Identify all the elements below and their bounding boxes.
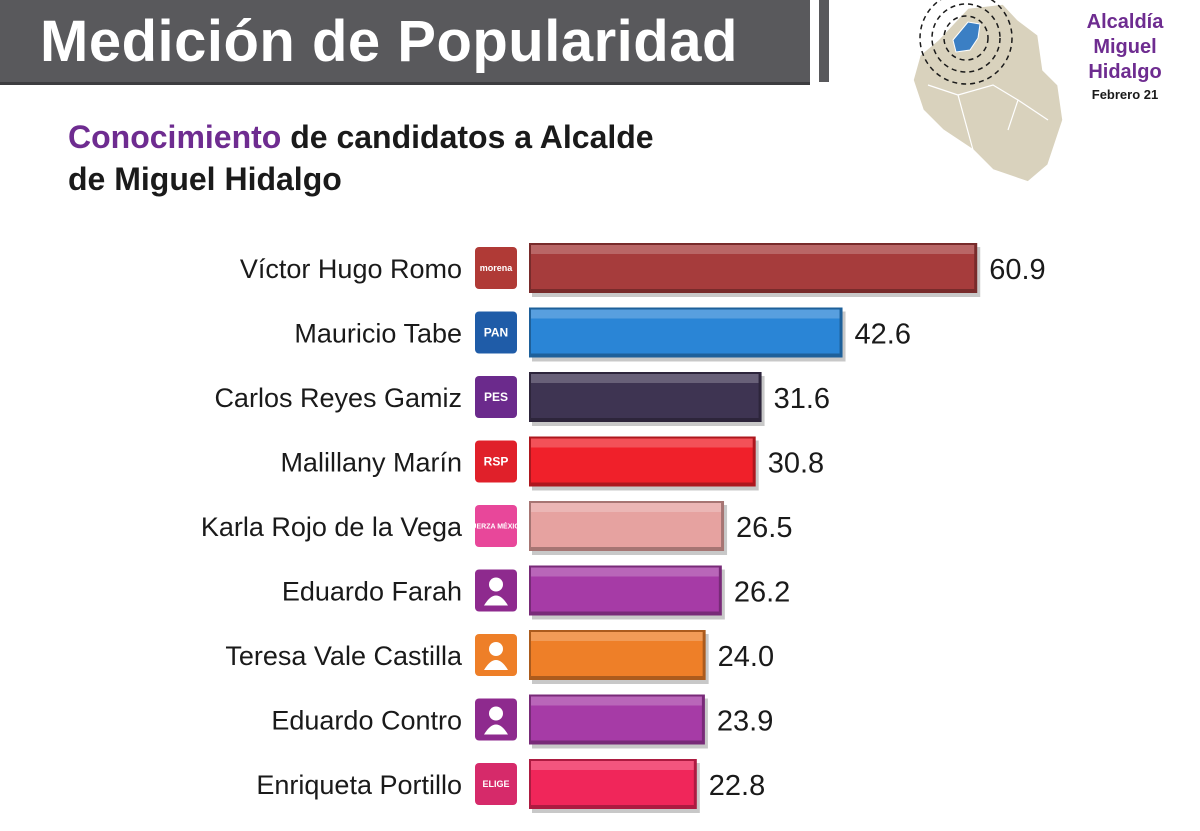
borough-map-icon <box>912 0 1064 183</box>
category-label: Carlos Reyes Gamiz <box>214 383 462 413</box>
value-label: 42.6 <box>855 319 911 351</box>
bar <box>529 307 846 362</box>
region-label: Alcaldía Miguel Hidalgo Febrero 21 <box>1070 10 1180 102</box>
category-label: Enriqueta Portillo <box>256 770 462 800</box>
region-title: Alcaldía Miguel Hidalgo <box>1086 11 1164 83</box>
title-banner: Medición de Popularidad <box>0 0 810 85</box>
category-label: Víctor Hugo Romo <box>240 254 462 284</box>
subtitle-line2: de Miguel Hidalgo <box>68 161 342 197</box>
svg-text:RSP: RSP <box>484 455 509 469</box>
independent-candidate-logo <box>475 569 517 612</box>
value-label: 22.8 <box>709 770 765 802</box>
banner-edge <box>816 0 829 82</box>
morena-pt-pvem-logo: morena <box>475 247 517 289</box>
region-date: Febrero 21 <box>1091 87 1159 102</box>
category-label: Malillany Marín <box>280 448 462 478</box>
pes-logo: PES <box>475 376 517 418</box>
bar <box>529 759 700 813</box>
subtitle-rest: de candidatos a Alcalde <box>281 119 654 155</box>
value-label: 30.8 <box>768 448 824 480</box>
independent-candidate-logo <box>475 698 517 741</box>
bar <box>529 565 725 620</box>
category-label: Mauricio Tabe <box>294 319 462 349</box>
value-label: 26.2 <box>734 577 790 609</box>
bar <box>529 372 765 426</box>
pan-prd-logo: PAN <box>475 311 517 354</box>
svg-text:FUERZA MÉXICO: FUERZA MÉXICO <box>467 521 525 530</box>
category-label: Teresa Vale Castilla <box>225 641 463 671</box>
category-label: Eduardo Contro <box>271 706 462 736</box>
bar <box>529 694 708 749</box>
bar <box>529 630 709 684</box>
svg-text:PAN: PAN <box>484 326 508 340</box>
category-label: Eduardo Farah <box>282 577 462 607</box>
bar <box>529 501 728 555</box>
chart-subtitle: Conocimiento de candidatos a Alcalde de … <box>68 116 788 200</box>
category-label: Karla Rojo de la Vega <box>201 512 463 542</box>
bar <box>529 243 981 297</box>
value-label: 24.0 <box>718 641 774 673</box>
value-label: 26.5 <box>736 512 792 544</box>
page-title: Medición de Popularidad <box>40 9 738 74</box>
subtitle-highlight: Conocimiento <box>68 119 282 155</box>
bar <box>529 436 759 491</box>
value-label: 23.9 <box>717 706 773 738</box>
elige-logo: ELIGE <box>475 763 517 805</box>
value-label: 60.9 <box>989 254 1045 286</box>
value-label: 31.6 <box>774 383 830 415</box>
svg-text:PES: PES <box>484 390 508 404</box>
rsp-logo: RSP <box>475 440 517 483</box>
svg-text:ELIGE: ELIGE <box>482 779 509 789</box>
fuerza-mexico-logo: FUERZA MÉXICO <box>467 505 525 547</box>
svg-text:morena: morena <box>480 263 514 273</box>
movimiento-ciudadano-logo <box>475 634 517 676</box>
